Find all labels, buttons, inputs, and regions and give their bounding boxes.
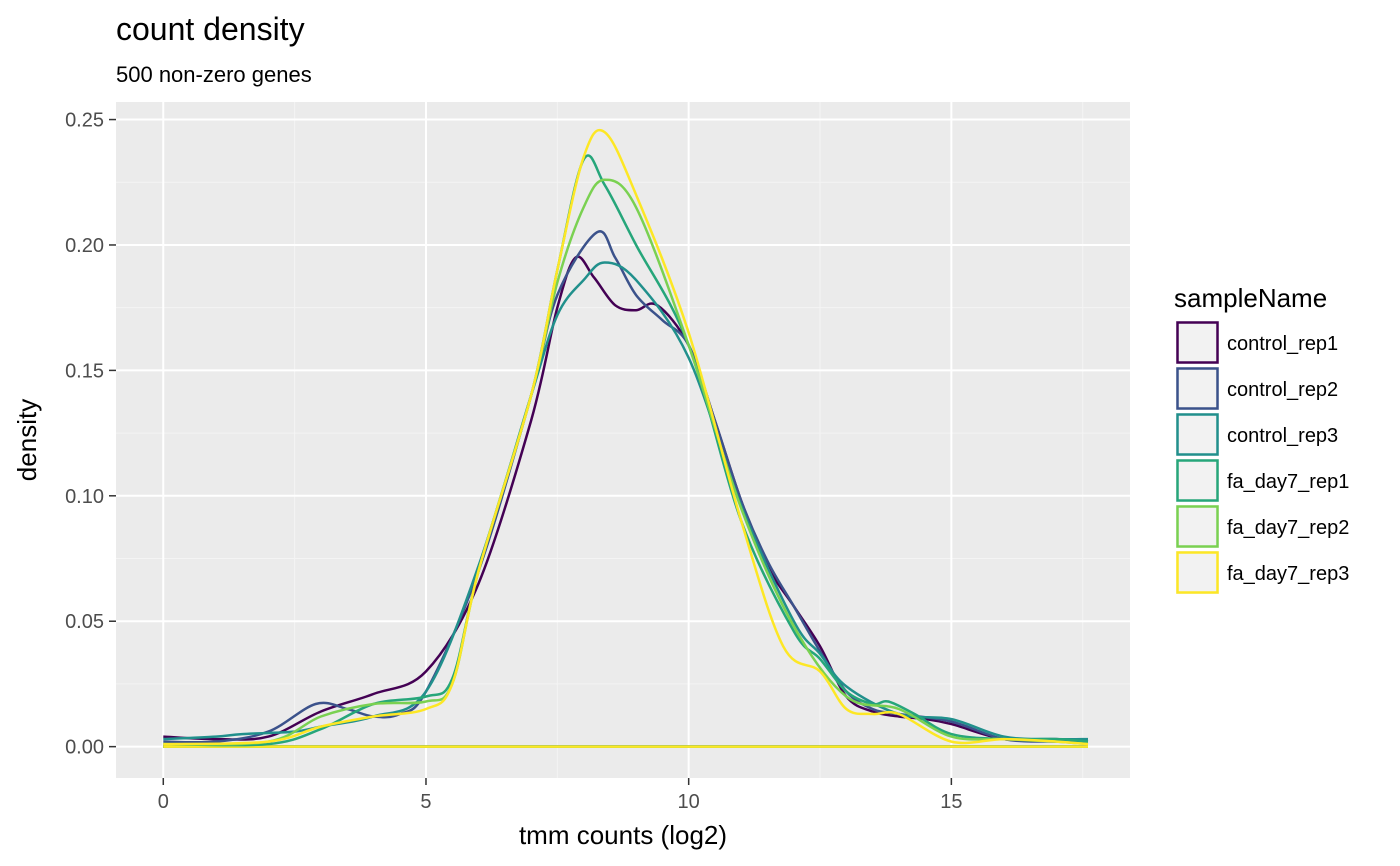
legend: sampleName control_rep1control_rep2contr… bbox=[1174, 283, 1349, 594]
legend-label-control-rep3: control_rep3 bbox=[1227, 425, 1338, 447]
legend-item-fa-day7-rep1: fa_day7_rep1 bbox=[1176, 459, 1349, 502]
legend-swatch-control-rep3 bbox=[1176, 413, 1219, 456]
legend-title: sampleName bbox=[1174, 283, 1327, 313]
series-line-fa-day7-rep2 bbox=[163, 178, 1089, 746]
legend-item-fa-day7-rep2: fa_day7_rep2 bbox=[1176, 505, 1349, 548]
legend-key-fa-day7-rep1 bbox=[1176, 459, 1219, 502]
x-tick-label: 5 bbox=[420, 791, 431, 813]
legend-label-control-rep1: control_rep1 bbox=[1227, 333, 1338, 355]
legend-item-control-rep1: control_rep1 bbox=[1176, 321, 1338, 364]
legend-label-control-rep2: control_rep2 bbox=[1227, 379, 1338, 401]
y-tick-label: 0.05 bbox=[65, 611, 104, 633]
y-tick-label: 0.10 bbox=[65, 486, 104, 508]
x-tick-label: 0 bbox=[158, 791, 169, 813]
plot-panel bbox=[116, 102, 1130, 778]
x-axis: 0 5 10 15 bbox=[158, 778, 962, 813]
y-tick-label: 0.20 bbox=[65, 235, 104, 257]
legend-item-control-rep2: control_rep2 bbox=[1176, 367, 1338, 410]
legend-item-fa-day7-rep3: fa_day7_rep3 bbox=[1176, 551, 1349, 594]
y-tick-label: 0.15 bbox=[65, 360, 104, 382]
legend-key-control-rep1 bbox=[1176, 321, 1219, 364]
legend-swatch-fa-day7-rep3 bbox=[1176, 551, 1219, 594]
y-axis-title: density bbox=[12, 399, 42, 481]
legend-item-control-rep3: control_rep3 bbox=[1176, 413, 1338, 456]
y-tick-label: 0.25 bbox=[65, 110, 104, 132]
legend-key-control-rep2 bbox=[1176, 367, 1219, 410]
grid-minor bbox=[116, 102, 1130, 778]
legend-label-fa-day7-rep1: fa_day7_rep1 bbox=[1227, 471, 1349, 493]
legend-swatch-fa-day7-rep1 bbox=[1176, 459, 1219, 502]
legend-items: control_rep1 control_rep2 control_rep3 fa_d… bbox=[1176, 321, 1349, 594]
chart-title: count density bbox=[116, 11, 305, 47]
legend-label-fa-day7-rep2: fa_day7_rep2 bbox=[1227, 517, 1349, 539]
x-axis-title: tmm counts (log2) bbox=[519, 820, 727, 850]
legend-key-fa-day7-rep2 bbox=[1176, 505, 1219, 548]
legend-key-control-rep3 bbox=[1176, 413, 1219, 456]
legend-swatch-control-rep2 bbox=[1176, 367, 1219, 410]
x-tick-label: 15 bbox=[940, 791, 962, 813]
legend-swatch-control-rep1 bbox=[1176, 321, 1219, 364]
y-axis: 0.00 0.05 0.10 0.15 0.20 0.25 bbox=[65, 110, 116, 759]
series-line-fa-day7-rep3 bbox=[163, 128, 1089, 746]
series-lines bbox=[163, 128, 1089, 747]
x-tick-label: 10 bbox=[678, 791, 700, 813]
legend-label-fa-day7-rep3: fa_day7_rep3 bbox=[1227, 563, 1349, 585]
chart-subtitle: 500 non-zero genes bbox=[116, 62, 312, 87]
y-tick-label: 0.00 bbox=[65, 737, 104, 759]
series-line-fa-day7-rep1 bbox=[163, 154, 1089, 747]
legend-key-fa-day7-rep3 bbox=[1176, 551, 1219, 594]
legend-swatch-fa-day7-rep2 bbox=[1176, 505, 1219, 548]
